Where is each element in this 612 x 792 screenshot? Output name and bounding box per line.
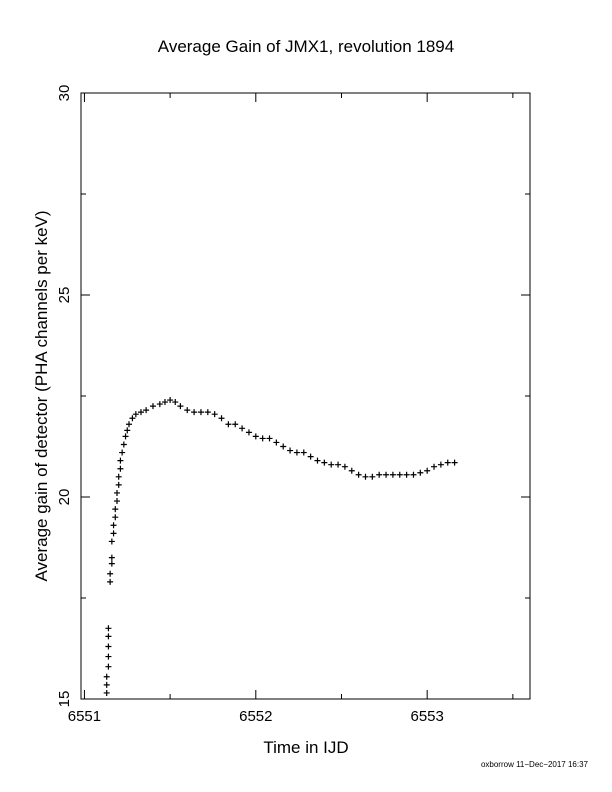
- data-point: [335, 461, 342, 468]
- data-point: [103, 681, 110, 688]
- data-point: [383, 471, 390, 478]
- x-tick-label: 6552: [239, 708, 272, 725]
- axis-ticks: [81, 92, 530, 700]
- data-point: [120, 441, 127, 448]
- y-axis-label: Average gain of detector (PHA channels p…: [32, 210, 51, 581]
- y-tick-label: 25: [56, 287, 73, 304]
- data-point: [259, 435, 266, 442]
- data-point: [184, 407, 191, 414]
- data-point: [417, 469, 424, 476]
- data-point: [369, 473, 376, 480]
- data-point: [115, 473, 122, 480]
- data-point: [110, 530, 117, 537]
- data-point: [232, 421, 239, 428]
- data-point: [191, 409, 198, 416]
- data-point: [328, 461, 335, 468]
- data-point: [245, 429, 252, 436]
- data-point: [119, 449, 126, 456]
- data-point: [124, 427, 131, 434]
- data-point: [108, 554, 115, 561]
- data-point: [129, 415, 136, 422]
- data-point: [396, 471, 403, 478]
- data-point: [105, 653, 112, 660]
- data-point: [177, 403, 184, 410]
- data-point: [300, 449, 307, 456]
- data-point: [161, 399, 168, 406]
- data-point: [410, 471, 417, 478]
- data-point: [444, 459, 451, 466]
- data-point: [204, 409, 211, 416]
- data-point: [211, 411, 218, 418]
- data-point: [362, 473, 369, 480]
- data-point: [113, 489, 120, 496]
- data-point: [113, 498, 120, 505]
- data-point: [117, 465, 124, 472]
- footer-credit: oxborrow 11−Dec−2017 16:37: [481, 760, 589, 769]
- data-point: [132, 411, 139, 418]
- x-axis-label: Time in IJD: [263, 738, 348, 757]
- data-point: [105, 625, 112, 632]
- data-point: [103, 689, 110, 696]
- data-point: [122, 433, 129, 440]
- data-point: [218, 415, 225, 422]
- data-point: [167, 397, 174, 404]
- data-point: [403, 471, 410, 478]
- data-point: [280, 443, 287, 450]
- data-point: [341, 463, 348, 470]
- x-tick-label: 6553: [410, 708, 443, 725]
- data-point: [314, 457, 321, 464]
- data-point: [105, 643, 112, 650]
- x-tick-label: 6551: [68, 708, 101, 725]
- data-point: [112, 514, 119, 521]
- y-tick-label: 20: [56, 489, 73, 506]
- data-point: [273, 439, 280, 446]
- data-point: [105, 633, 112, 640]
- data-point: [321, 459, 328, 466]
- data-point: [424, 467, 431, 474]
- plot-area-frame: [80, 92, 531, 700]
- data-point: [115, 481, 122, 488]
- data-point: [103, 673, 110, 680]
- data-point: [105, 663, 112, 670]
- chart-title: Average Gain of JMX1, revolution 1894: [158, 37, 454, 56]
- data-point: [355, 471, 362, 478]
- data-point: [107, 578, 114, 585]
- data-point: [293, 449, 300, 456]
- data-point: [389, 471, 396, 478]
- data-points: [103, 397, 458, 696]
- data-point: [431, 463, 438, 470]
- data-point: [348, 467, 355, 474]
- data-point: [172, 399, 179, 406]
- data-point: [239, 425, 246, 432]
- data-point: [143, 407, 150, 414]
- data-point: [149, 403, 156, 410]
- data-point: [252, 433, 259, 440]
- data-point: [376, 471, 383, 478]
- data-point: [451, 459, 458, 466]
- data-point: [225, 421, 232, 428]
- data-point: [110, 522, 117, 529]
- data-point: [107, 570, 114, 577]
- data-point: [266, 435, 273, 442]
- y-tick-label: 15: [56, 691, 73, 708]
- data-point: [125, 421, 132, 428]
- axis-tick-labels: 6551 6552 6553 15 20 25 30: [56, 85, 444, 725]
- data-point: [112, 506, 119, 513]
- data-point: [287, 447, 294, 454]
- data-point: [137, 409, 144, 416]
- data-point: [108, 560, 115, 567]
- data-point: [156, 401, 163, 408]
- data-point: [117, 457, 124, 464]
- y-tick-label: 30: [56, 85, 73, 102]
- data-point: [437, 461, 444, 468]
- data-point: [108, 538, 115, 545]
- data-point: [197, 409, 204, 416]
- data-point: [307, 453, 314, 460]
